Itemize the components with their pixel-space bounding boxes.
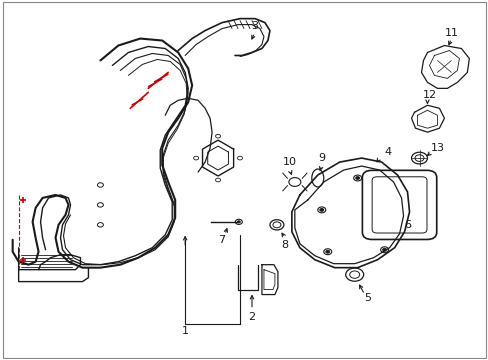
Text: 9: 9 [318, 153, 325, 163]
Circle shape [382, 248, 386, 251]
Text: 10: 10 [282, 157, 296, 167]
Text: 1: 1 [182, 327, 188, 336]
Text: 7: 7 [218, 235, 225, 245]
Circle shape [389, 208, 393, 211]
Text: 6: 6 [403, 220, 410, 230]
Text: 11: 11 [444, 28, 457, 37]
Circle shape [237, 221, 240, 223]
Circle shape [325, 250, 329, 253]
Text: 12: 12 [422, 90, 436, 100]
Circle shape [319, 208, 323, 211]
Text: 5: 5 [364, 293, 370, 302]
Text: 4: 4 [383, 147, 390, 157]
Text: 13: 13 [429, 143, 444, 153]
Text: 8: 8 [281, 240, 288, 250]
Text: 2: 2 [248, 312, 255, 323]
Text: 3: 3 [251, 21, 258, 31]
FancyBboxPatch shape [371, 177, 426, 233]
Circle shape [355, 176, 359, 180]
FancyBboxPatch shape [362, 170, 436, 239]
